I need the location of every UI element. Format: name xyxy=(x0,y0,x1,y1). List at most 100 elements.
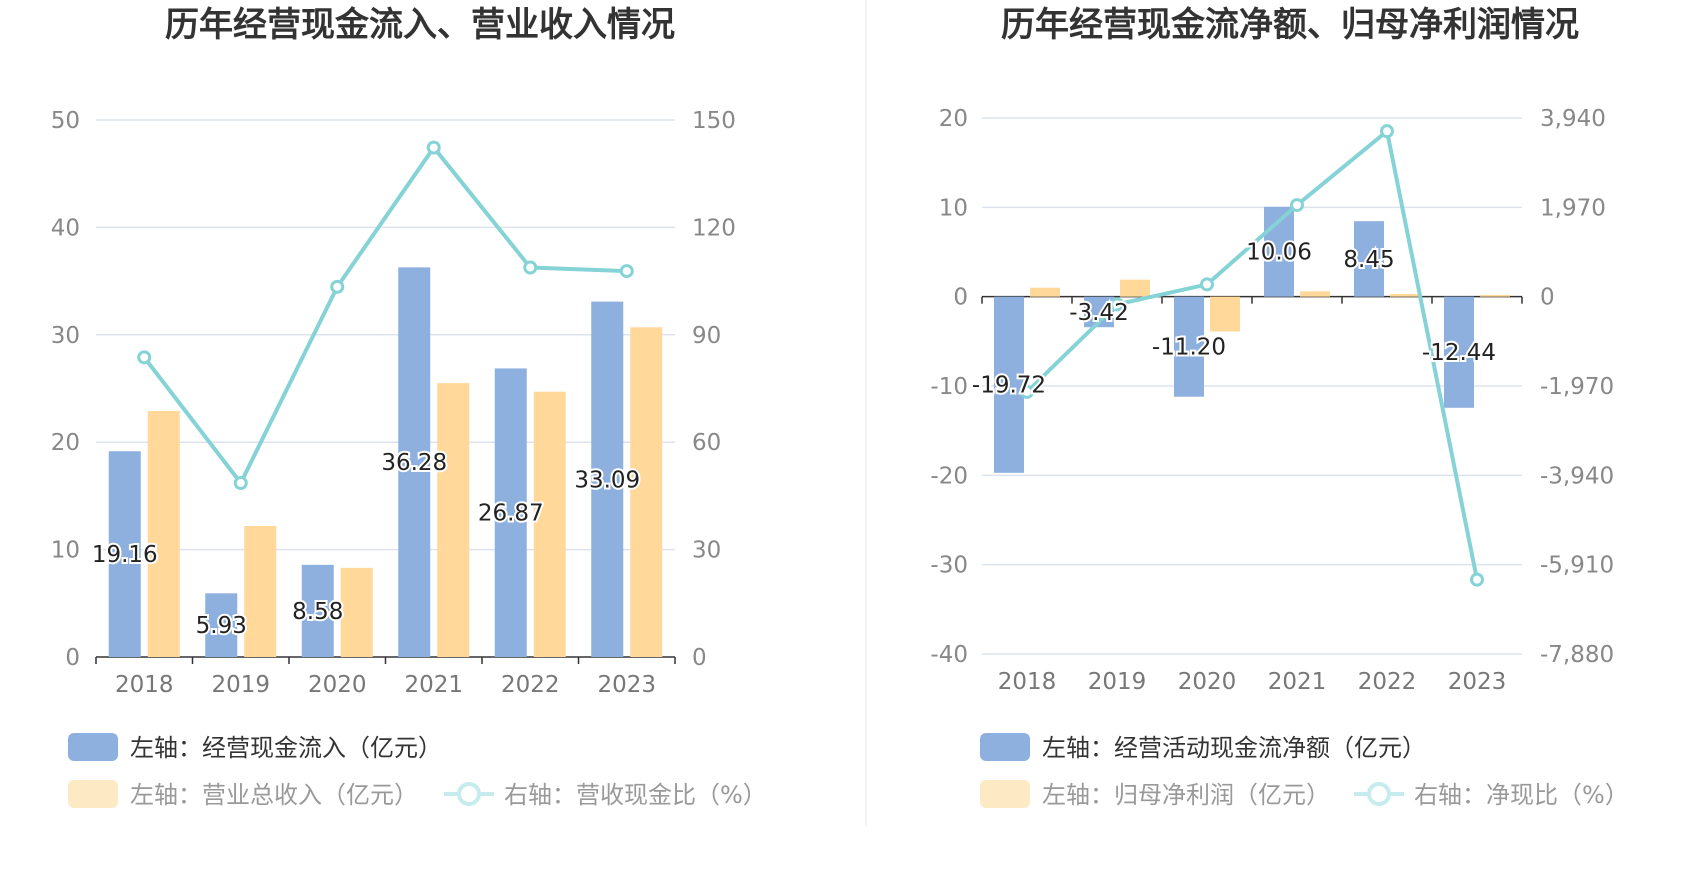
chart-2-right-tick-label: -3,940 xyxy=(1540,463,1614,489)
chart-2-left-tick-label: -30 xyxy=(930,553,968,579)
chart-1-right-tick-label: 30 xyxy=(692,538,721,564)
chart-1-data-label: 8.58 xyxy=(292,599,343,625)
chart-2-x-tick-label: 2019 xyxy=(1088,669,1147,695)
legend-label-cash-inflow: 左轴：经营现金流入（亿元） xyxy=(130,734,442,762)
chart-2-left-tick-label: -10 xyxy=(930,374,968,400)
chart-1-right-tick-label: 150 xyxy=(692,108,736,134)
chart-2-bar-secondary[interactable] xyxy=(1120,279,1150,297)
legend-item-operating-net-cash[interactable]: 左轴：经营活动现金流净额（亿元） xyxy=(980,733,1426,762)
chart-2-right-tick-label: 0 xyxy=(1540,285,1555,311)
chart-2-left-tick-label: 20 xyxy=(939,106,968,132)
legend-item-revenue[interactable]: 左轴：营业总收入（亿元） xyxy=(68,780,418,809)
chart-1-x-tick-label: 2019 xyxy=(211,672,270,698)
chart-1-left-tick-label: 40 xyxy=(51,215,80,241)
chart-2-plot: -40 -7,880 -30 -5,910 -20 -3,940 -10 -1,970 0 0 10… xyxy=(930,106,1614,695)
chart-2-line-point[interactable] xyxy=(1110,297,1124,312)
chart-2-bar-secondary[interactable] xyxy=(1480,294,1510,297)
chart-1-line-point[interactable] xyxy=(233,476,248,491)
chart-1-bar-secondary[interactable] xyxy=(147,411,180,657)
chart-1-x-tick-label: 2023 xyxy=(597,672,656,698)
chart-2-bar-primary[interactable] xyxy=(994,296,1024,473)
chart-2-x-tick-label: 2022 xyxy=(1358,669,1417,695)
legend-item-net-profit[interactable]: 左轴：归母净利润（亿元） xyxy=(980,780,1330,809)
chart-2-data-label: 10.06 xyxy=(1246,240,1312,266)
chart-2-data-label: -19.72 xyxy=(972,373,1046,399)
chart-1-right-tick-label: 90 xyxy=(692,323,721,349)
legend-item-cash-inflow[interactable]: 左轴：经营现金流入（亿元） xyxy=(68,733,442,762)
chart-1-line-point[interactable] xyxy=(330,279,345,294)
chart-1-data-label: 26.87 xyxy=(478,501,544,527)
chart-1-data-label: 36.28 xyxy=(381,450,447,476)
chart-1-bar-secondary[interactable] xyxy=(533,391,566,657)
chart-1-x-tick-label: 2021 xyxy=(404,672,463,698)
legend-label-net-profit: 左轴：归母净利润（亿元） xyxy=(1042,781,1330,809)
legend-swatch-operating-net-cash xyxy=(980,733,1030,761)
legend-swatch-net-profit xyxy=(980,780,1030,808)
chart-1-line-point[interactable] xyxy=(426,140,441,155)
chart-1-line-point[interactable] xyxy=(137,350,152,365)
chart-2-right-tick-label: 1,970 xyxy=(1540,195,1606,221)
chart-2-left-tick-label: -20 xyxy=(930,463,968,489)
chart-1-x-tick-label: 2022 xyxy=(501,672,560,698)
chart-2-bar-secondary[interactable] xyxy=(1390,293,1420,297)
chart-1-bar-primary[interactable] xyxy=(108,451,141,657)
chart-2-left-tick-label: -40 xyxy=(930,642,968,668)
chart-2-bar-secondary[interactable] xyxy=(1300,291,1330,297)
legend-label-revenue: 左轴：营业总收入（亿元） xyxy=(130,781,418,809)
chart-2-bar-primary[interactable] xyxy=(1174,296,1204,397)
chart-2-line-point[interactable] xyxy=(1290,198,1304,213)
chart-2-bar-primary[interactable] xyxy=(1354,221,1384,297)
legend-item-cash-revenue-ratio[interactable]: 右轴：营收现金比（%） xyxy=(444,781,767,809)
chart-2-right-tick-label: 3,940 xyxy=(1540,106,1606,132)
chart-2-line-point[interactable] xyxy=(1200,277,1214,292)
legend-marker-cash-revenue-ratio xyxy=(457,782,481,806)
chart-2-bar-secondary[interactable] xyxy=(1210,296,1240,332)
legend-item-net-cash-ratio[interactable]: 右轴：净现比（%） xyxy=(1354,781,1629,809)
chart-1-left-tick-label: 50 xyxy=(51,108,80,134)
legend-swatch-cash-inflow xyxy=(68,733,118,761)
chart-1-legend: 左轴：经营现金流入（亿元） 左轴：营业总收入（亿元） 右轴：营收现金比（%） xyxy=(68,733,767,809)
chart-1-plot: 0 0 10 30 20 60 30 90 40 120 50 150 2018 2019 2020 2021… xyxy=(51,108,736,698)
chart-2-data-label: -3.42 xyxy=(1069,300,1129,326)
chart-1-right-tick-label: 0 xyxy=(692,645,707,671)
chart-1-line-point[interactable] xyxy=(523,260,538,275)
chart-2-line-point[interactable] xyxy=(1470,572,1484,587)
chart-2-bar-primary[interactable] xyxy=(1444,296,1474,408)
chart-1-data-label: 19.16 xyxy=(92,542,158,568)
chart-2-left-tick-label: 10 xyxy=(939,195,968,221)
chart-1-left-tick-label: 20 xyxy=(51,430,80,456)
chart-1-left-tick-label: 10 xyxy=(51,538,80,564)
chart-1-bar-primary[interactable] xyxy=(494,368,527,657)
chart-2-line-point[interactable] xyxy=(1020,384,1034,399)
chart-1-bar-primary[interactable] xyxy=(205,593,238,657)
chart-2-right-tick-label: -1,970 xyxy=(1540,374,1614,400)
chart-2-line-point[interactable] xyxy=(1380,124,1394,139)
chart-1-bar-secondary[interactable] xyxy=(340,567,373,657)
chart-2-x-tick-label: 2021 xyxy=(1268,669,1327,695)
chart-2-x-tick-label: 2018 xyxy=(998,669,1057,695)
chart-1-bar-secondary[interactable] xyxy=(630,327,663,657)
legend-label-net-cash-ratio: 右轴：净现比（%） xyxy=(1414,781,1629,809)
chart-1-right-tick-label: 60 xyxy=(692,430,721,456)
chart-1-data-label: 5.93 xyxy=(196,613,247,639)
legend-label-operating-net-cash: 左轴：经营活动现金流净额（亿元） xyxy=(1042,734,1426,762)
chart-2-data-label: -11.20 xyxy=(1152,335,1226,361)
chart-1-x-tick-label: 2018 xyxy=(115,672,174,698)
chart-1-bar-secondary[interactable] xyxy=(437,383,470,657)
chart-1-left-tick-label: 30 xyxy=(51,323,80,349)
chart-2-title: 历年经营现金流净额、归母净利润情况 xyxy=(1001,5,1579,45)
chart-1-bar-primary[interactable] xyxy=(591,301,624,657)
chart-2-x-tick-label: 2020 xyxy=(1178,669,1237,695)
chart-1-bar-primary[interactable] xyxy=(301,564,334,657)
legend-label-cash-revenue-ratio: 右轴：营收现金比（%） xyxy=(504,781,767,809)
chart-1-bar-secondary[interactable] xyxy=(244,525,277,657)
chart-1-data-label: 33.09 xyxy=(574,467,640,493)
chart-1-line-point[interactable] xyxy=(619,264,634,279)
chart-1-right-tick-label: 120 xyxy=(692,215,736,241)
chart-1-left-tick-label: 0 xyxy=(65,645,80,671)
chart-1-bar-primary[interactable] xyxy=(398,267,431,657)
legend-swatch-revenue xyxy=(68,780,118,808)
chart-2-bar-secondary[interactable] xyxy=(1030,287,1060,297)
